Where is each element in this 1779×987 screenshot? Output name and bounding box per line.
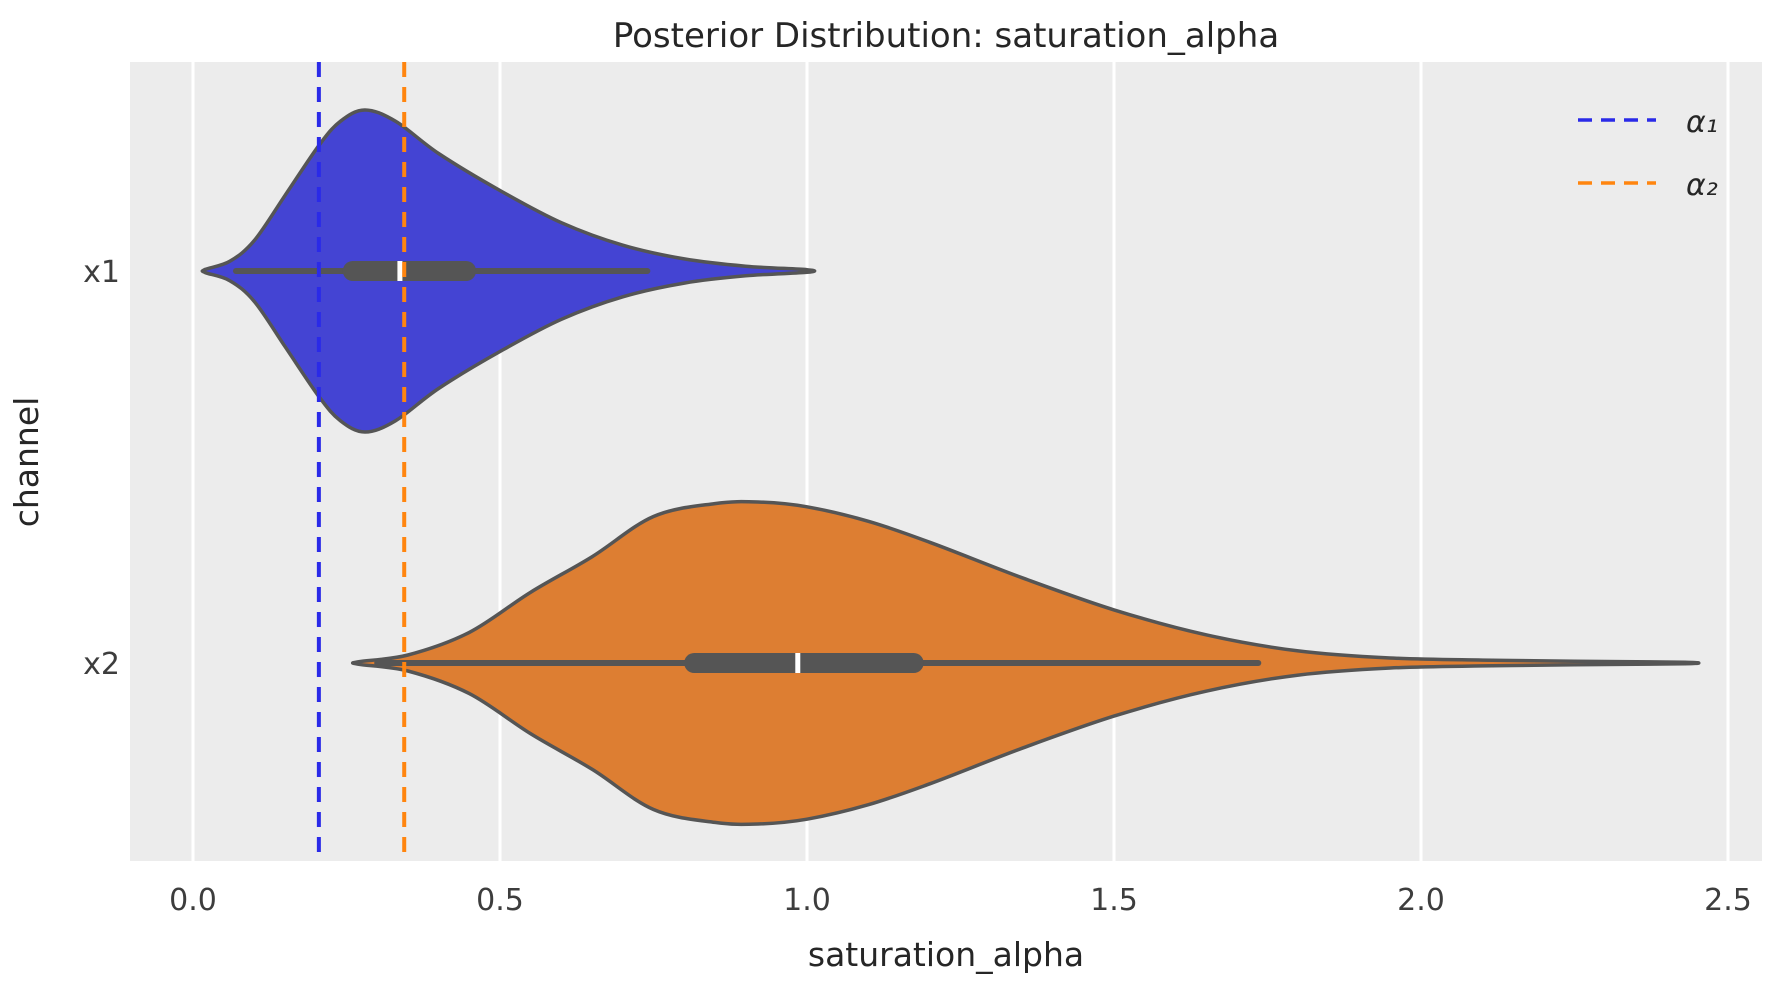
legend: α₁ α₂ xyxy=(1578,105,1718,203)
x-axis-tick-labels: 0.0 0.5 1.0 1.5 2.0 2.5 xyxy=(169,883,1752,918)
x-tick-label: 0.5 xyxy=(476,883,524,918)
median-tick-x2 xyxy=(795,653,801,673)
x-tick-label: 1.5 xyxy=(1090,883,1138,918)
x-tick-label: 1.0 xyxy=(783,883,831,918)
legend-label-alpha2: α₂ xyxy=(1686,168,1718,203)
violin-layer xyxy=(200,108,1701,827)
iqr-box-x1 xyxy=(342,261,477,281)
x-tick-label: 2.0 xyxy=(1397,883,1445,918)
y-axis-tick-labels: x1 x2 xyxy=(83,255,120,682)
chart-title: Posterior Distribution: saturation_alpha xyxy=(613,16,1279,56)
y-tick-label-x2: x2 xyxy=(83,647,120,682)
median-tick-x1 xyxy=(397,261,403,281)
iqr-box-x2 xyxy=(684,653,924,673)
reference-line-layer xyxy=(316,62,407,861)
y-tick-label-x1: x1 xyxy=(83,255,120,290)
x-axis-label: saturation_alpha xyxy=(808,935,1084,974)
legend-label-alpha1: α₁ xyxy=(1686,105,1718,140)
x-tick-label: 0.0 xyxy=(169,883,217,918)
x-tick-label: 2.5 xyxy=(1704,883,1752,918)
y-axis-label: channel xyxy=(7,397,46,528)
